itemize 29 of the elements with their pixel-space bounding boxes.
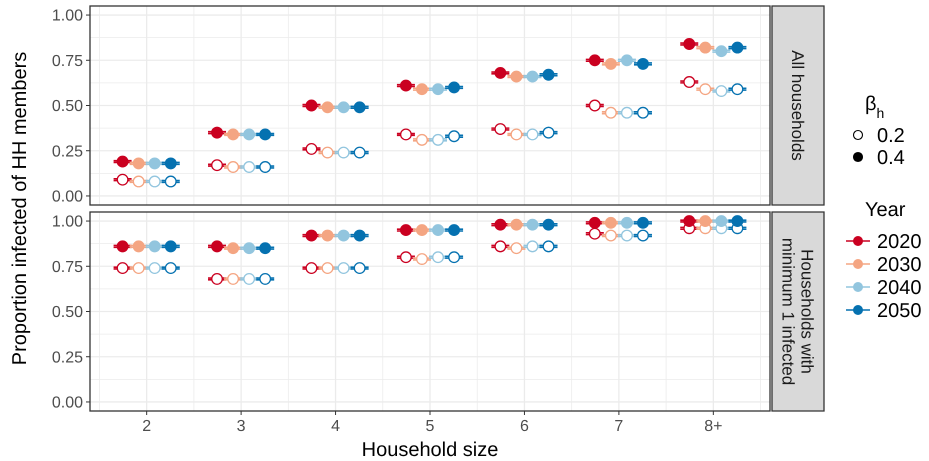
text: 0.4 bbox=[877, 147, 905, 169]
x-tick-label: 6 bbox=[520, 418, 529, 435]
legend-title: Year bbox=[865, 199, 906, 221]
y-axis-title: Proportion infected of HH members bbox=[9, 52, 31, 366]
y-tick-label: 0.50 bbox=[52, 304, 84, 322]
x-tick-label: 2 bbox=[142, 418, 152, 435]
text: β$_{h}$ bbox=[865, 93, 884, 121]
y-tick-label: 0.50 bbox=[52, 98, 84, 116]
y-tick-label: 0.75 bbox=[52, 52, 84, 70]
legend-label: 2020 bbox=[877, 231, 922, 253]
y-tick-label: 0.25 bbox=[52, 349, 84, 366]
legend-label: 2050 bbox=[877, 300, 922, 322]
text: All households bbox=[788, 50, 808, 161]
y-tick-label: 1.00 bbox=[52, 8, 84, 25]
legend-label: 2030 bbox=[877, 254, 922, 276]
y-tick-label: 0.25 bbox=[52, 143, 84, 160]
x-tick-label: 8+ bbox=[704, 418, 722, 435]
y-tick-label: 0.00 bbox=[52, 394, 84, 412]
x-tick-label: 4 bbox=[331, 418, 340, 435]
x-tick-label: 7 bbox=[614, 418, 624, 435]
y-tick-label: 0.75 bbox=[52, 258, 84, 276]
y-tick-label: 1.00 bbox=[52, 214, 84, 231]
x-axis-title: Household size bbox=[362, 439, 498, 461]
text: Households with minimum 1 infected bbox=[778, 238, 816, 386]
text: 0.2 bbox=[877, 125, 905, 147]
x-tick-label: 5 bbox=[426, 418, 435, 435]
legend-label: 2040 bbox=[877, 277, 922, 299]
x-tick-label: 3 bbox=[236, 418, 246, 435]
y-tick-label: 0.00 bbox=[52, 188, 84, 206]
